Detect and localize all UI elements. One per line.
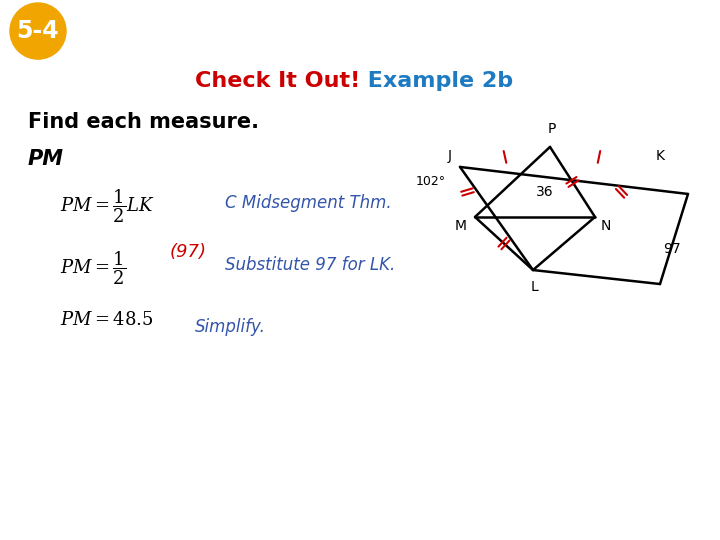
Text: $\mathit{PM} = \dfrac{1}{2}\mathit{LK}$: $\mathit{PM} = \dfrac{1}{2}\mathit{LK}$: [60, 187, 155, 225]
Text: L: L: [531, 280, 539, 294]
Text: 5-4: 5-4: [17, 19, 59, 43]
Text: 36: 36: [536, 185, 554, 199]
Text: N: N: [601, 219, 611, 233]
Text: $\mathit{PM} = \dfrac{1}{2}$: $\mathit{PM} = \dfrac{1}{2}$: [60, 249, 126, 287]
Text: P: P: [548, 122, 556, 136]
Text: K: K: [656, 149, 665, 163]
Text: Check It Out!: Check It Out!: [194, 71, 360, 91]
Text: Find each measure.: Find each measure.: [28, 112, 259, 132]
Text: (97): (97): [170, 243, 207, 261]
Text: J: J: [448, 149, 452, 163]
Text: 97: 97: [663, 242, 680, 256]
Text: Substitute 97 for LK.: Substitute 97 for LK.: [225, 256, 395, 274]
Text: The Triangle Midsegment Theorem: The Triangle Midsegment Theorem: [78, 17, 622, 45]
Text: Copyright © by Holt, Rinehart and Winston. All Rights Reserved.: Copyright © by Holt, Rinehart and Winsto…: [374, 516, 710, 526]
Text: C Midsegment Thm.: C Midsegment Thm.: [225, 194, 392, 212]
Text: 102°: 102°: [416, 175, 446, 188]
Text: PM: PM: [28, 149, 64, 169]
Text: Simplify.: Simplify.: [195, 318, 266, 336]
Text: Example 2b: Example 2b: [360, 71, 513, 91]
Circle shape: [10, 3, 66, 59]
Text: $\mathit{PM} = 48.5$: $\mathit{PM} = 48.5$: [60, 311, 153, 329]
Text: Holt Geometry: Holt Geometry: [10, 514, 135, 529]
Text: M: M: [455, 219, 467, 233]
